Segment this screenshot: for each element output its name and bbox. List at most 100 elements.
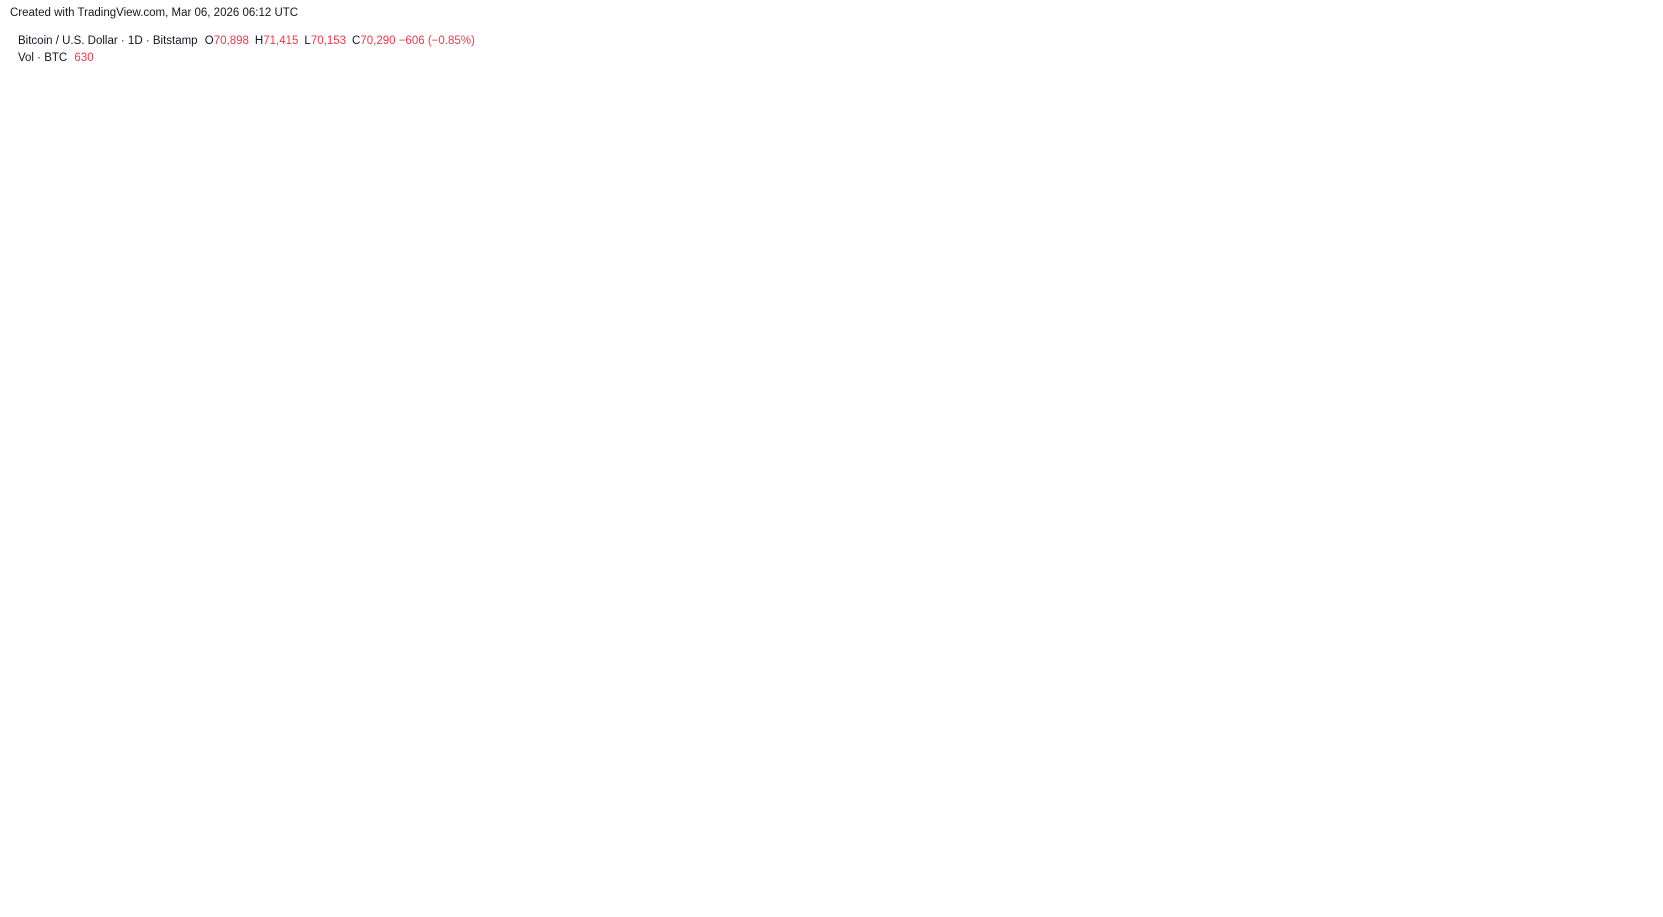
volume-bar	[63, 810, 69, 828]
volume-bar	[1095, 803, 1101, 828]
volume-bar	[765, 804, 771, 828]
candle-body	[921, 490, 927, 514]
volume-bar	[903, 786, 909, 828]
volume-bar	[1377, 755, 1383, 828]
ohlc-key: C	[352, 35, 361, 47]
candle-body	[1161, 428, 1167, 454]
candle-body	[861, 369, 867, 420]
candle-body	[501, 207, 507, 211]
candle-body	[1101, 484, 1107, 492]
candle-body	[549, 273, 555, 275]
candle-body	[1185, 456, 1191, 461]
volume-bar	[375, 781, 381, 828]
y-tick-label: 92,000	[1603, 440, 1638, 452]
candle-body	[393, 274, 399, 284]
volume-bar	[273, 795, 279, 828]
candle-body	[1395, 673, 1401, 677]
candle-body	[399, 283, 405, 285]
volume-bar	[855, 781, 861, 828]
candle-body	[333, 232, 339, 239]
candle-body	[687, 294, 693, 302]
volume-bar	[15, 812, 21, 828]
candle-body	[1095, 491, 1101, 493]
volume-bar	[189, 811, 195, 828]
volume-bar	[507, 795, 513, 828]
candle-body	[999, 438, 1005, 462]
candle-body	[153, 177, 159, 189]
candle-body	[759, 263, 765, 284]
volume-bar	[975, 786, 981, 828]
candle-body	[891, 441, 897, 451]
volume-bar	[1329, 733, 1335, 828]
volume-bar	[33, 808, 39, 828]
volume-bar	[201, 806, 207, 828]
candle-body	[963, 452, 969, 502]
candle-body	[573, 224, 579, 235]
volume-bar	[537, 795, 543, 828]
candle-body	[261, 193, 267, 227]
candle-body	[1167, 453, 1173, 460]
candle-body	[645, 235, 651, 260]
x-tick-label: Nov	[764, 838, 785, 850]
candle-body	[27, 286, 33, 298]
candle-body	[291, 135, 297, 167]
candle-body	[243, 217, 249, 230]
volume-bar	[567, 802, 573, 828]
volume-bar	[207, 804, 213, 828]
volume-bar	[753, 800, 759, 828]
candle-body	[711, 256, 717, 261]
candle-body	[1515, 633, 1521, 655]
x-tick-label: Oct	[579, 838, 598, 850]
volume-bar	[1131, 798, 1137, 828]
volume-bar	[1455, 780, 1461, 828]
candle-body	[219, 208, 225, 233]
volume-bar	[1017, 778, 1023, 828]
volume-bar	[357, 796, 363, 828]
candle-body	[117, 188, 123, 190]
volume-bar	[1491, 757, 1497, 828]
candle-body	[429, 255, 435, 261]
volume-bar	[369, 791, 375, 828]
volume-bar	[171, 807, 177, 828]
volume-bar	[735, 809, 741, 828]
volume-bar	[1515, 731, 1521, 828]
candle-body	[309, 193, 315, 195]
chart-frame	[10, 28, 1653, 858]
volume-bar	[87, 803, 93, 828]
x-tick-label: Mar	[1484, 838, 1504, 850]
candle-body	[801, 301, 807, 352]
y-tick-label: 84,000	[1603, 520, 1638, 532]
volume-bar	[1221, 797, 1227, 828]
candle-body	[357, 241, 363, 248]
candle-body	[423, 255, 429, 260]
candle-body	[609, 120, 615, 134]
volume-bar	[387, 793, 393, 828]
candle-body	[843, 307, 849, 332]
candle-body	[837, 307, 843, 320]
volume-bar	[39, 811, 45, 828]
candle-body	[249, 215, 255, 218]
candle-body	[1479, 714, 1485, 724]
volume-bar	[951, 763, 957, 828]
candle-body	[369, 249, 375, 256]
candle-body	[165, 184, 171, 193]
volume-bar	[861, 776, 867, 828]
volume-bar	[267, 799, 273, 828]
candle-body	[1359, 657, 1365, 659]
candle-body	[519, 211, 525, 215]
volume-bar	[771, 815, 777, 828]
candle-body	[1023, 463, 1029, 484]
volume-bar	[9, 808, 15, 828]
candle-body	[1155, 428, 1161, 430]
volume-bar	[1443, 792, 1449, 828]
ohlc-key: O	[204, 35, 214, 47]
candle-body	[723, 235, 729, 267]
candle-body	[417, 259, 423, 261]
volume-bar	[825, 790, 831, 828]
candle-body	[75, 274, 81, 278]
volume-bar	[1281, 800, 1287, 828]
volume-bar	[1029, 792, 1035, 828]
candle-body	[1377, 661, 1383, 693]
